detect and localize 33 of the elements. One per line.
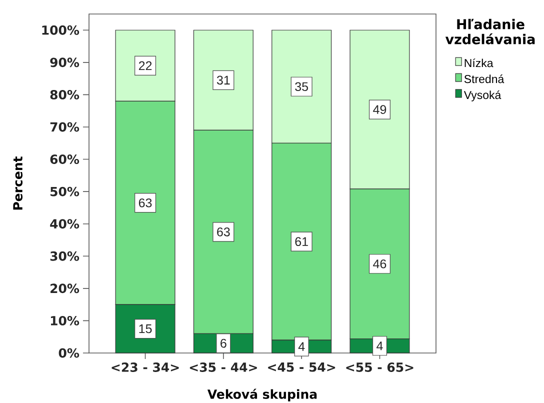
data-label: 31: [216, 76, 230, 85]
x-tick-label: <55 - 65>: [346, 362, 414, 372]
data-label: 63: [217, 228, 230, 236]
y-axis-title: Percent: [13, 156, 23, 210]
y-tick-label: 60%: [50, 154, 80, 164]
data-label: 4: [298, 342, 305, 351]
data-label: 22: [138, 61, 152, 70]
data-label: 15: [139, 324, 152, 334]
y-tick-label: 20%: [50, 284, 80, 294]
data-label: 61: [295, 237, 308, 246]
y-tick-label: 40%: [50, 219, 80, 229]
data-label: 49: [373, 105, 386, 114]
data-label: 6: [220, 338, 226, 348]
data-label: 35: [295, 82, 308, 92]
y-tick-label: 100%: [42, 25, 80, 35]
y-tick-label: 0%: [58, 348, 80, 358]
data-label: 46: [373, 259, 386, 268]
data-label: 4: [376, 342, 383, 350]
y-tick-label: 90%: [50, 58, 80, 68]
y-tick-label: 30%: [50, 251, 80, 261]
y-tick-label: 70%: [50, 122, 80, 132]
legend-label: Vysoká: [464, 90, 502, 102]
x-axis-title: Veková skupina: [207, 388, 317, 402]
x-tick-label: <23 - 34>: [112, 362, 179, 372]
y-tick-label: 10%: [50, 316, 80, 326]
data-label: 63: [138, 198, 152, 208]
legend-title: Hľadanie vzdelávania: [445, 18, 535, 44]
x-tick-label: <45 - 54>: [268, 362, 336, 372]
y-tick-label: 50%: [50, 186, 80, 196]
y-tick-label: 80%: [50, 90, 80, 100]
legend-label: Stredná: [464, 74, 504, 84]
legend-label: Nízka: [464, 58, 494, 68]
x-tick-label: <35 - 44>: [190, 362, 257, 372]
